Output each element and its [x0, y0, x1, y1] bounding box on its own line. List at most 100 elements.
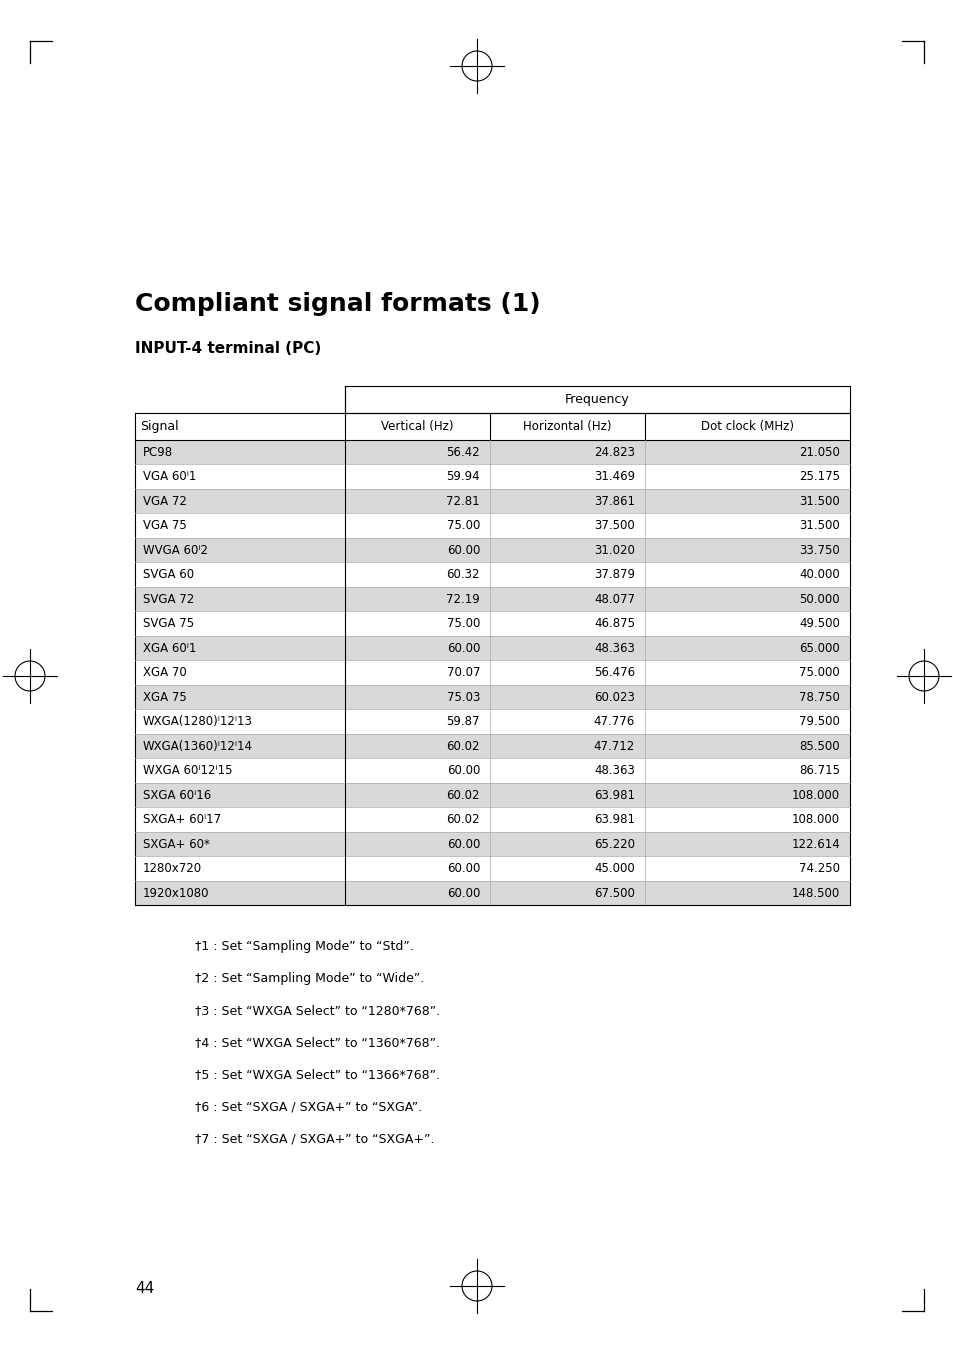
Text: 1920x1080: 1920x1080	[143, 886, 210, 900]
Text: Frequency: Frequency	[564, 393, 629, 407]
Text: 108.000: 108.000	[791, 789, 840, 801]
Text: 31.500: 31.500	[799, 519, 840, 532]
Text: 48.077: 48.077	[594, 593, 635, 605]
Text: SXGA 60ⁱ16: SXGA 60ⁱ16	[143, 789, 211, 801]
Text: 75.000: 75.000	[799, 666, 840, 680]
Text: SXGA+ 60ⁱ17: SXGA+ 60ⁱ17	[143, 813, 221, 827]
Text: 72.81: 72.81	[446, 494, 479, 508]
Text: 40.000: 40.000	[799, 569, 840, 581]
Bar	[135, 832, 849, 857]
Text: 31.500: 31.500	[799, 494, 840, 508]
Text: 45.000: 45.000	[594, 862, 635, 875]
Bar	[135, 784, 849, 808]
Text: 85.500: 85.500	[799, 740, 840, 753]
Text: 49.500: 49.500	[799, 617, 840, 631]
Text: 148.500: 148.500	[791, 886, 840, 900]
Text: VGA 72: VGA 72	[143, 494, 187, 508]
Text: 60.00: 60.00	[446, 886, 479, 900]
Text: WXGA(1360)ⁱ12ⁱ14: WXGA(1360)ⁱ12ⁱ14	[143, 740, 253, 753]
Text: †7 : Set “SXGA / SXGA+” to “SXGA+”.: †7 : Set “SXGA / SXGA+” to “SXGA+”.	[194, 1132, 434, 1146]
Text: XGA 75: XGA 75	[143, 690, 187, 704]
Text: 31.469: 31.469	[594, 470, 635, 484]
Text: XGA 70: XGA 70	[143, 666, 187, 680]
Text: 78.750: 78.750	[799, 690, 840, 704]
Text: 24.823: 24.823	[594, 446, 635, 459]
Text: 37.879: 37.879	[594, 569, 635, 581]
Text: 70.07: 70.07	[446, 666, 479, 680]
Text: 60.00: 60.00	[446, 838, 479, 851]
Bar	[135, 685, 849, 709]
Text: SVGA 60: SVGA 60	[143, 569, 193, 581]
Text: Vertical (Hz): Vertical (Hz)	[381, 420, 454, 434]
Text: 72.19: 72.19	[446, 593, 479, 605]
Text: SVGA 72: SVGA 72	[143, 593, 194, 605]
Text: 47.712: 47.712	[593, 740, 635, 753]
Text: 63.981: 63.981	[594, 813, 635, 827]
Text: 75.00: 75.00	[446, 519, 479, 532]
Text: †6 : Set “SXGA / SXGA+” to “SXGA”.: †6 : Set “SXGA / SXGA+” to “SXGA”.	[194, 1101, 421, 1113]
Text: 48.363: 48.363	[594, 642, 635, 655]
Text: 37.861: 37.861	[594, 494, 635, 508]
Text: 65.220: 65.220	[594, 838, 635, 851]
Text: 21.050: 21.050	[799, 446, 840, 459]
Text: 74.250: 74.250	[799, 862, 840, 875]
Text: SVGA 75: SVGA 75	[143, 617, 193, 631]
Text: 60.00: 60.00	[446, 862, 479, 875]
Text: 60.023: 60.023	[594, 690, 635, 704]
Text: Horizontal (Hz): Horizontal (Hz)	[522, 420, 611, 434]
Text: 60.02: 60.02	[446, 740, 479, 753]
Text: 108.000: 108.000	[791, 813, 840, 827]
Text: 75.00: 75.00	[446, 617, 479, 631]
Text: †3 : Set “WXGA Select” to “1280*768”.: †3 : Set “WXGA Select” to “1280*768”.	[194, 1005, 439, 1017]
Bar	[135, 489, 849, 513]
Text: 75.03: 75.03	[446, 690, 479, 704]
Text: 25.175: 25.175	[799, 470, 840, 484]
Bar	[135, 538, 849, 562]
Text: 46.875: 46.875	[594, 617, 635, 631]
Text: 47.776: 47.776	[593, 715, 635, 728]
Text: †2 : Set “Sampling Mode” to “Wide”.: †2 : Set “Sampling Mode” to “Wide”.	[194, 973, 424, 985]
Text: 60.02: 60.02	[446, 813, 479, 827]
Text: 65.000: 65.000	[799, 642, 840, 655]
Text: 59.94: 59.94	[446, 470, 479, 484]
Text: WXGA 60ⁱ12ⁱ15: WXGA 60ⁱ12ⁱ15	[143, 765, 233, 777]
Bar	[135, 440, 849, 465]
Text: Compliant signal formats (1): Compliant signal formats (1)	[135, 292, 540, 316]
Text: 1280x720: 1280x720	[143, 862, 202, 875]
Text: 48.363: 48.363	[594, 765, 635, 777]
Text: 33.750: 33.750	[799, 543, 840, 557]
Text: 60.00: 60.00	[446, 642, 479, 655]
Bar	[135, 636, 849, 661]
Text: †4 : Set “WXGA Select” to “1360*768”.: †4 : Set “WXGA Select” to “1360*768”.	[194, 1036, 439, 1050]
Text: SXGA+ 60*: SXGA+ 60*	[143, 838, 210, 851]
Text: †5 : Set “WXGA Select” to “1366*768”.: †5 : Set “WXGA Select” to “1366*768”.	[194, 1069, 439, 1082]
Text: Dot clock (MHz): Dot clock (MHz)	[700, 420, 793, 434]
Text: XGA 60ⁱ1: XGA 60ⁱ1	[143, 642, 196, 655]
Bar	[135, 734, 849, 758]
Text: Signal: Signal	[140, 420, 178, 434]
Text: 56.42: 56.42	[446, 446, 479, 459]
Text: WXGA(1280)ⁱ12ⁱ13: WXGA(1280)ⁱ12ⁱ13	[143, 715, 253, 728]
Text: 60.32: 60.32	[446, 569, 479, 581]
Text: INPUT-4 terminal (PC): INPUT-4 terminal (PC)	[135, 340, 321, 357]
Text: 60.02: 60.02	[446, 789, 479, 801]
Text: 122.614: 122.614	[790, 838, 840, 851]
Bar	[135, 586, 849, 612]
Text: 50.000: 50.000	[799, 593, 840, 605]
Text: 67.500: 67.500	[594, 886, 635, 900]
Text: 59.87: 59.87	[446, 715, 479, 728]
Text: VGA 60ⁱ1: VGA 60ⁱ1	[143, 470, 196, 484]
Text: 63.981: 63.981	[594, 789, 635, 801]
Text: PC98: PC98	[143, 446, 172, 459]
Text: 60.00: 60.00	[446, 543, 479, 557]
Text: 31.020: 31.020	[594, 543, 635, 557]
Text: †1 : Set “Sampling Mode” to “Std”.: †1 : Set “Sampling Mode” to “Std”.	[194, 940, 414, 954]
Bar	[135, 881, 849, 905]
Text: 60.00: 60.00	[446, 765, 479, 777]
Text: 56.476: 56.476	[594, 666, 635, 680]
Text: 37.500: 37.500	[594, 519, 635, 532]
Text: WVGA 60ⁱ2: WVGA 60ⁱ2	[143, 543, 208, 557]
Text: 86.715: 86.715	[799, 765, 840, 777]
Text: VGA 75: VGA 75	[143, 519, 187, 532]
Text: 44: 44	[135, 1281, 154, 1296]
